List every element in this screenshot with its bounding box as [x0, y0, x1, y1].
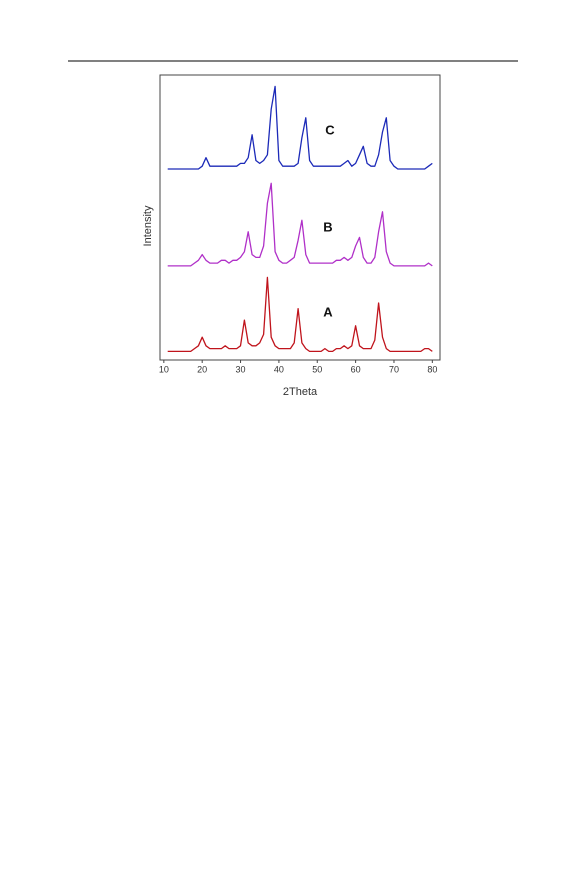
x-tick-label: 70: [389, 364, 399, 374]
x-tick-label: 20: [197, 364, 207, 374]
series-line: [167, 182, 433, 267]
series-line: [167, 85, 433, 170]
x-tick-label: 50: [312, 364, 322, 374]
series-line: [167, 276, 433, 353]
series-label: C: [325, 122, 335, 137]
series-label: A: [323, 304, 333, 319]
x-axis-label: 2Theta: [283, 386, 318, 398]
plot-frame: [159, 74, 441, 361]
x-tick-label: 60: [351, 364, 361, 374]
y-axis-label: Intensity: [142, 205, 154, 246]
x-tick-label: 30: [236, 364, 246, 374]
x-tick-label: 80: [427, 364, 437, 374]
x-tick-label: 40: [274, 364, 284, 374]
series-label: B: [323, 219, 332, 234]
x-tick-label: 10: [159, 364, 169, 374]
